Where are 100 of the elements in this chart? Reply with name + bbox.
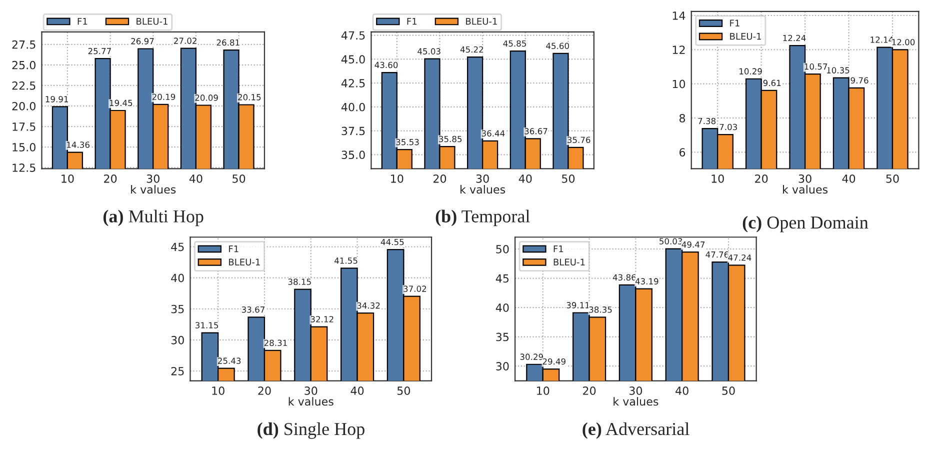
- data-label: 19.45: [110, 100, 132, 106]
- x-axis-title: k values: [782, 185, 828, 194]
- data-label: 38.15: [288, 278, 311, 285]
- y-tick-label: 42.5: [341, 79, 365, 88]
- y-tick-label: 22.5: [12, 81, 36, 90]
- text: (b) Temporal: [436, 210, 530, 226]
- x-tick-label: 50: [562, 174, 575, 183]
- data-label: 30.29: [520, 354, 543, 360]
- data-label: 27.02: [174, 38, 196, 44]
- data-label: 36.67: [524, 128, 548, 134]
- y-tick-label: 27.5: [12, 40, 36, 49]
- text: (e) Adversarial: [582, 422, 690, 439]
- data-label: 50.03: [660, 238, 682, 244]
- data-label: 39.11: [566, 302, 590, 308]
- data-label: 19.91: [46, 96, 68, 102]
- x-tick-label: 50: [886, 174, 899, 183]
- data-label: 26.97: [131, 38, 154, 44]
- x-tick-label: 20: [258, 386, 271, 395]
- x-tick-label: 30: [304, 386, 318, 395]
- x-tick-label: 10: [391, 174, 404, 183]
- legend-label: BLEU-1: [730, 33, 761, 40]
- x-axis-title: k values: [460, 185, 506, 194]
- legend-label: F1: [730, 20, 740, 26]
- data-label: 49.47: [682, 241, 705, 248]
- x-tick-label: 20: [583, 386, 596, 395]
- data-label: 10.29: [740, 68, 762, 74]
- data-label: 12.24: [783, 34, 806, 42]
- data-label: 44.55: [380, 238, 404, 246]
- y-tick-label: 30: [496, 362, 509, 370]
- legend-label: F1: [78, 18, 88, 25]
- x-tick-label: 30: [798, 174, 812, 183]
- data-label: 25.43: [218, 358, 241, 364]
- data-label: 32.12: [310, 316, 334, 322]
- data-label: 45.22: [460, 46, 484, 53]
- data-label: 47.76: [706, 251, 729, 258]
- y-tick-label: 12: [672, 46, 685, 54]
- data-label: 35.53: [396, 138, 419, 146]
- data-label: 20.15: [238, 94, 261, 100]
- legend-label: F1: [407, 18, 417, 25]
- x-tick-label: 30: [476, 174, 489, 183]
- x-axis-title: k values: [288, 397, 334, 406]
- data-label: 45.85: [503, 40, 526, 47]
- data-label: 31.15: [196, 322, 218, 328]
- x-tick-label: 40: [842, 174, 856, 183]
- y-tick-label: 40: [171, 274, 184, 282]
- x-tick-label: 10: [712, 174, 724, 183]
- x-tick-label: 20: [433, 174, 446, 183]
- x-tick-label: 50: [397, 386, 410, 395]
- data-label: 34.32: [357, 302, 380, 309]
- y-tick-label: 35: [496, 332, 509, 342]
- data-label: 7.38: [698, 118, 716, 124]
- x-axis-title: k values: [131, 185, 176, 194]
- data-label: 41.55: [334, 258, 358, 264]
- x-tick-label: 50: [232, 174, 246, 183]
- data-label: 28.31: [264, 340, 287, 346]
- x-tick-label: 30: [146, 174, 160, 183]
- legend-label: BLEU-1: [466, 18, 497, 25]
- y-tick-label: 20.0: [12, 102, 36, 110]
- data-label: 45.03: [418, 48, 440, 54]
- data-label: 20.09: [195, 94, 218, 101]
- data-label: 35.76: [568, 136, 590, 144]
- data-label: 10.57: [804, 63, 828, 70]
- y-tick-label: 10: [672, 80, 686, 88]
- y-tick-label: 45: [496, 274, 509, 283]
- y-tick-label: 50: [496, 244, 509, 254]
- data-label: 37.02: [404, 286, 426, 292]
- legend-label: BLEU-1: [136, 18, 168, 25]
- text: (a) Multi Hop: [103, 210, 204, 226]
- y-tick-label: 30: [171, 336, 184, 344]
- data-label: 14.36: [67, 142, 90, 148]
- x-tick-label: 40: [518, 174, 532, 183]
- text: (d) Single Hop: [258, 422, 364, 439]
- y-tick-label: 45: [171, 242, 184, 252]
- x-tick-label: 30: [629, 386, 642, 395]
- y-tick-label: 15.0: [12, 143, 36, 152]
- data-label: 20.19: [152, 94, 176, 100]
- legend-label: F1: [229, 246, 238, 252]
- data-label: 47.24: [728, 254, 752, 261]
- legend-label: BLEU-1: [229, 258, 260, 266]
- x-axis-title: k values: [614, 397, 658, 406]
- x-tick-label: 20: [755, 174, 768, 183]
- y-tick-label: 47.5: [341, 31, 365, 40]
- y-tick-label: 35.0: [342, 150, 365, 160]
- data-label: 35.85: [439, 136, 462, 142]
- data-label: 36.44: [482, 130, 505, 137]
- data-label: 9.76: [850, 77, 868, 84]
- y-tick-label: 8: [679, 114, 686, 122]
- y-tick-label: 12.5: [12, 164, 36, 172]
- y-tick-label: 37.5: [342, 126, 365, 136]
- data-label: 43.19: [635, 278, 658, 284]
- y-tick-label: 45.0: [341, 55, 365, 64]
- data-label: 10.35: [826, 67, 850, 74]
- y-tick-label: 6: [680, 148, 686, 157]
- data-label: 43.60: [374, 62, 398, 68]
- x-tick-label: 50: [722, 386, 735, 395]
- data-label: 45.60: [546, 42, 569, 50]
- y-tick-label: 14: [672, 12, 686, 20]
- y-tick-label: 25: [171, 366, 184, 376]
- y-tick-label: 40.0: [341, 102, 365, 112]
- y-tick-label: 40: [496, 304, 509, 312]
